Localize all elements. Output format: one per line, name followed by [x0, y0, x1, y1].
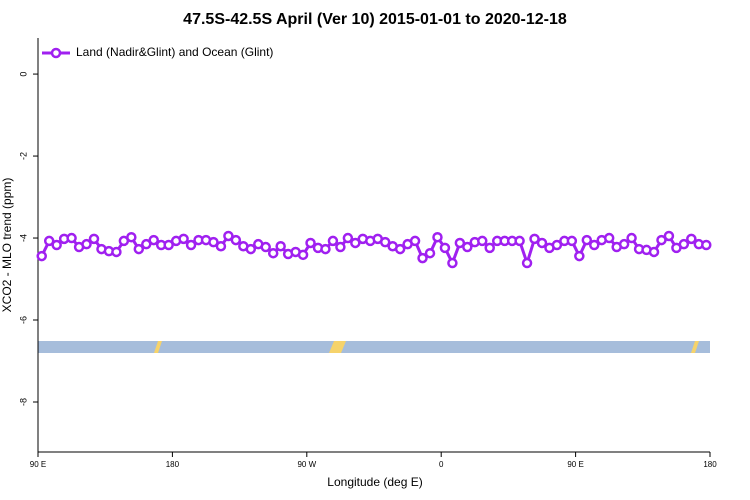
legend-marker — [50, 47, 62, 59]
data-point — [574, 250, 585, 262]
y-tick-label: -8 — [18, 398, 28, 406]
x-tick-label: 0 — [439, 460, 444, 469]
ocean-band — [38, 341, 710, 353]
data-point — [81, 238, 92, 250]
data-point — [335, 241, 346, 253]
data-point — [260, 241, 271, 253]
data-point — [141, 238, 152, 250]
data-point — [36, 250, 47, 262]
chart-title: 47.5S-42.5S April (Ver 10) 2015-01-01 to… — [183, 11, 567, 28]
data-point — [43, 235, 55, 247]
data-point — [267, 247, 279, 259]
land-ocean-band — [38, 341, 710, 353]
data-point — [379, 236, 391, 248]
data-point — [133, 243, 145, 255]
data-point — [424, 247, 436, 259]
data-point — [514, 235, 525, 247]
data-point — [648, 246, 660, 258]
data-point — [417, 252, 428, 264]
data-point — [484, 242, 495, 254]
data-point — [51, 239, 62, 251]
data-point — [663, 230, 675, 242]
y-tick-label: -4 — [18, 234, 28, 242]
data-point — [230, 234, 242, 246]
data-point — [454, 237, 466, 249]
data-point — [551, 239, 563, 251]
data-point — [656, 234, 667, 246]
data-point — [477, 235, 488, 247]
x-tick-label: 90 E — [30, 460, 46, 469]
x-tick-label: 90 W — [297, 460, 316, 469]
data-point — [678, 238, 690, 250]
data-point — [566, 235, 578, 247]
data-point — [88, 233, 100, 245]
x-axis-label: Longitude (deg E) — [327, 475, 422, 489]
y-axis-label: XCO2 - MLO trend (ppm) — [0, 178, 14, 313]
data-point — [148, 234, 159, 246]
data-point — [618, 238, 630, 250]
data-point — [536, 237, 548, 249]
land-patch — [329, 341, 346, 353]
y-tick-label: -6 — [18, 316, 28, 324]
data-point — [178, 233, 189, 245]
y-tick-label: 0 — [18, 72, 28, 77]
y-tick-label: -2 — [18, 152, 28, 160]
data-point — [185, 239, 197, 251]
data-point — [701, 239, 712, 251]
data-point — [603, 232, 615, 244]
land-patch — [154, 341, 162, 353]
data-point — [342, 232, 354, 244]
x-tick-label: 90 E — [567, 460, 583, 469]
data-point — [394, 243, 406, 255]
data-point — [686, 233, 697, 245]
data-point — [462, 241, 473, 253]
data-point — [223, 230, 234, 242]
data-point — [581, 234, 593, 246]
data-point — [163, 239, 174, 251]
data-point — [320, 243, 331, 255]
data-point — [589, 239, 600, 251]
data-point — [297, 249, 309, 261]
data-point — [245, 243, 257, 255]
data-point — [215, 240, 227, 252]
legend-label: Land (Nadir&Glint) and Ocean (Glint) — [76, 45, 273, 59]
data-point — [626, 232, 637, 244]
data-point — [350, 237, 361, 249]
data-point — [439, 242, 451, 254]
data-point — [208, 236, 219, 248]
data-point — [521, 257, 533, 269]
x-tick-label: 180 — [703, 460, 717, 469]
data-point — [432, 231, 443, 243]
data-point — [409, 235, 421, 247]
data-point — [305, 237, 316, 249]
data-point — [126, 231, 137, 243]
land-patch — [691, 341, 699, 353]
data-point — [529, 233, 540, 245]
data-point — [327, 235, 339, 247]
x-tick-label: 180 — [166, 460, 180, 469]
data-point — [111, 246, 122, 258]
data-point — [275, 240, 286, 252]
data-point — [66, 232, 77, 244]
data-point — [447, 257, 458, 269]
